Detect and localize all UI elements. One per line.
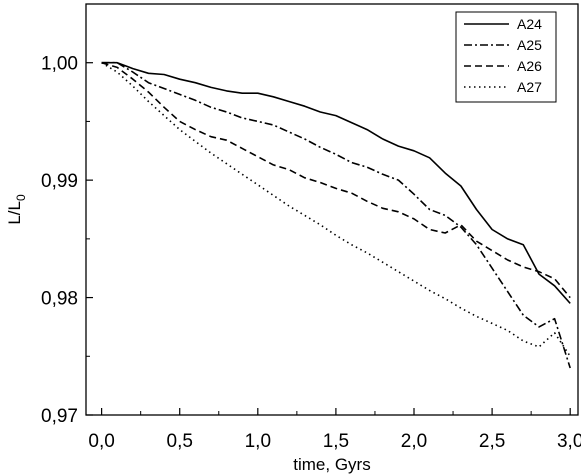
- legend-label-a25: A25: [517, 37, 542, 53]
- x-tick-labels: 0,0 0,5 1,0 1,5 2,0 2,5 3,0: [88, 431, 581, 452]
- x-tick-label: 0,5: [167, 431, 193, 452]
- legend-label-a26: A26: [517, 58, 542, 74]
- y-tick-label: 0,97: [41, 406, 78, 427]
- x-tick-label: 3,0: [557, 431, 581, 452]
- y-axis-title-main: L/L: [5, 201, 24, 225]
- series-line-a24: [101, 61, 571, 304]
- x-axis-title: time, Gyrs: [293, 455, 370, 474]
- axis-ticks: [86, 62, 571, 416]
- y-axis-title-subscript: 0: [14, 194, 28, 201]
- legend-label-a24: A24: [517, 16, 542, 32]
- series-line-a26: [101, 61, 571, 299]
- x-tick-label: 0,0: [88, 431, 114, 452]
- x-tick-label: 2,5: [479, 431, 505, 452]
- y-axis-title: L/L0: [5, 194, 28, 225]
- series-lines: [101, 61, 571, 369]
- y-tick-label: 0,98: [41, 289, 78, 310]
- legend: A24 A25 A26 A27: [455, 11, 557, 103]
- y-tick-labels: 0,97 0,98 0,99 1,00: [41, 54, 78, 427]
- x-tick-label: 1,0: [245, 431, 271, 452]
- svg-text:L/L0: L/L0: [5, 194, 28, 225]
- x-tick-label: 2,0: [401, 431, 427, 452]
- x-tick-label: 1,5: [323, 431, 349, 452]
- series-line-a25: [101, 61, 571, 369]
- legend-box: [455, 11, 557, 103]
- y-tick-label: 0,99: [41, 171, 78, 192]
- legend-label-a27: A27: [517, 79, 542, 95]
- plot-frame: [85, 3, 579, 416]
- series-line-a27: [101, 62, 571, 357]
- y-tick-label: 1,00: [41, 54, 78, 75]
